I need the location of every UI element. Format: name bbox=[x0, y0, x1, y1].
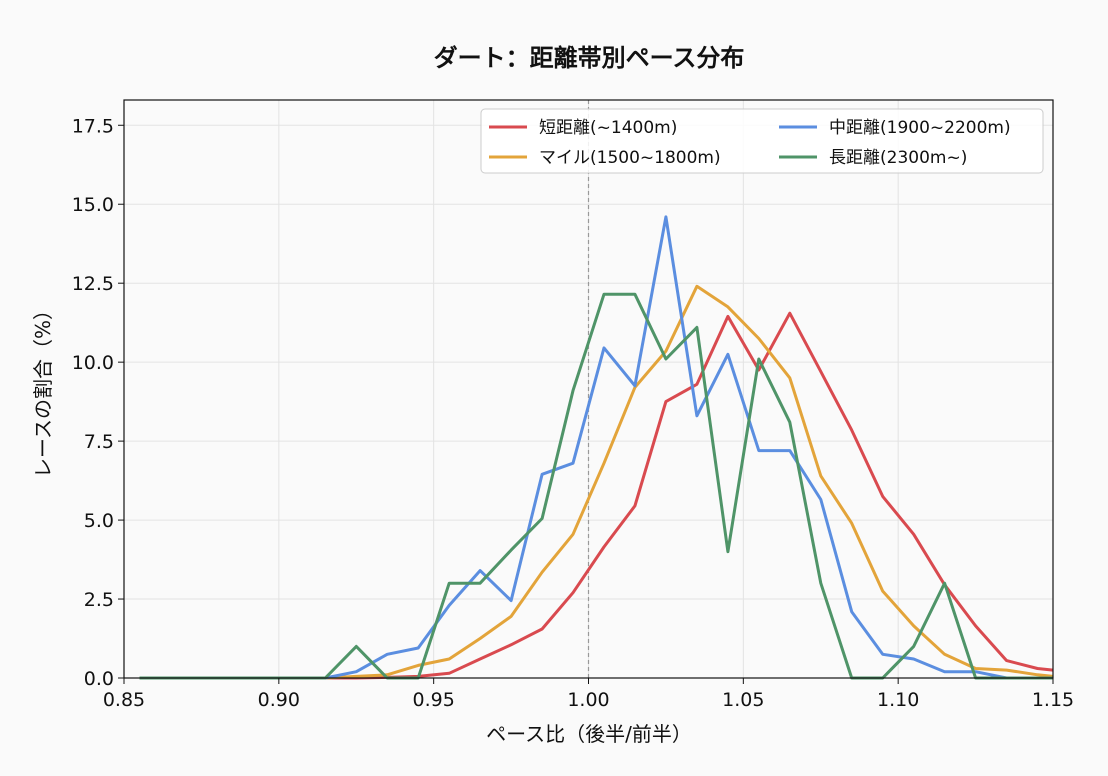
legend: 短距離(~1400m) マイル(1500~1800m) 中距離(1900~2200m… bbox=[480, 108, 1044, 174]
y-tick-label: 10.0 bbox=[72, 352, 114, 374]
legend-box bbox=[480, 108, 1044, 174]
y-axis-ticks: 0.0 2.5 5.0 7.5 10.0 12.5 15.0 17.5 bbox=[72, 115, 124, 690]
x-tick-label: 1.10 bbox=[877, 689, 919, 711]
legend-label-3: 長距離(2300m~) bbox=[829, 148, 967, 168]
legend-label-0: 短距離(~1400m) bbox=[539, 118, 677, 138]
y-tick-label: 17.5 bbox=[72, 115, 114, 137]
y-tick-label: 15.0 bbox=[72, 194, 114, 216]
x-tick-label: 0.95 bbox=[413, 689, 455, 711]
y-tick-label: 12.5 bbox=[72, 273, 114, 295]
chart-title: ダート：距離帯別ペース分布 bbox=[434, 44, 745, 72]
y-tick-label: 7.5 bbox=[84, 431, 114, 453]
x-tick-label: 0.85 bbox=[103, 689, 145, 711]
x-axis-label: ペース比（後半/前半） bbox=[486, 722, 692, 746]
y-tick-label: 0.0 bbox=[84, 668, 114, 690]
legend-label-2: 中距離(1900~2200m) bbox=[829, 118, 1011, 138]
x-tick-label: 0.90 bbox=[258, 689, 300, 711]
x-tick-label: 1.15 bbox=[1032, 689, 1074, 711]
x-tick-label: 1.05 bbox=[722, 689, 764, 711]
y-tick-label: 2.5 bbox=[84, 589, 114, 611]
y-tick-label: 5.0 bbox=[84, 510, 114, 532]
y-axis-label: レースの割合（%） bbox=[31, 300, 55, 478]
legend-label-1: マイル(1500~1800m) bbox=[539, 148, 721, 168]
x-tick-label: 1.00 bbox=[567, 689, 609, 711]
x-axis-ticks: 0.85 0.90 0.95 1.00 1.05 1.10 1.15 bbox=[103, 678, 1074, 711]
